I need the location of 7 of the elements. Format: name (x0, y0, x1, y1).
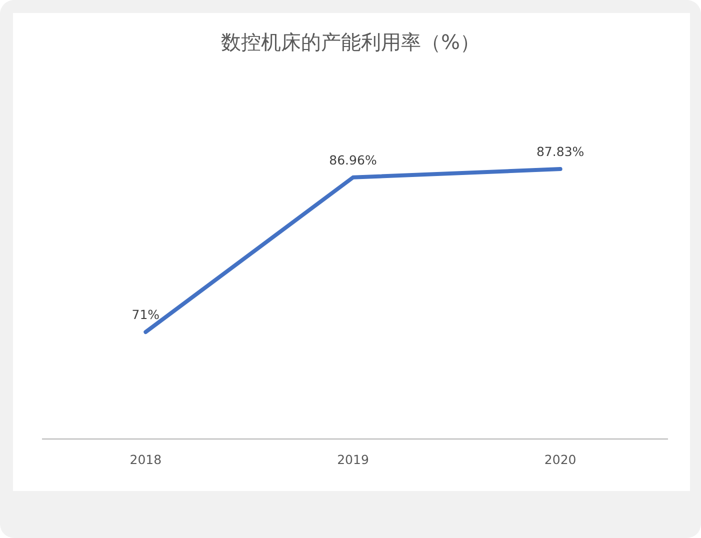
x-tick-label: 2019 (337, 452, 369, 467)
data-label: 87.83% (536, 144, 584, 159)
x-tick-label: 2020 (544, 452, 576, 467)
x-tick-label: 2018 (130, 452, 162, 467)
data-label: 71% (132, 307, 160, 322)
chart-title: 数控机床的产能利用率（%） (220, 30, 480, 54)
data-label: 86.96% (329, 152, 377, 168)
